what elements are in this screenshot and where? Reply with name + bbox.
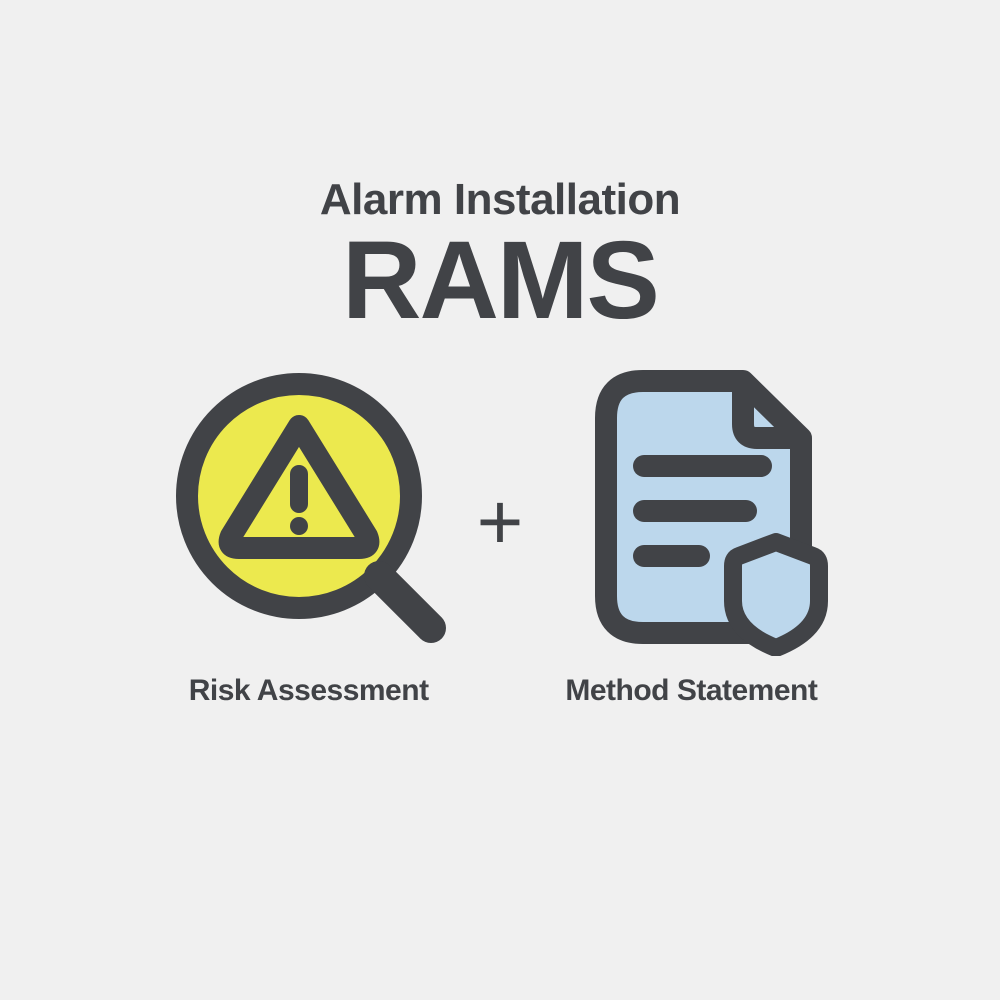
plus-icon: + (469, 476, 532, 568)
subtitle-text: Alarm Installation (320, 175, 680, 225)
document-shield-icon (551, 366, 831, 656)
icons-row: Risk Assessment + Method Statement (169, 366, 832, 708)
method-statement-label: Method Statement (565, 674, 817, 708)
magnifier-warning-icon (169, 366, 449, 656)
risk-assessment-label: Risk Assessment (189, 674, 429, 708)
method-statement-box: Method Statement (551, 366, 831, 708)
title-text: RAMS (342, 220, 658, 341)
risk-assessment-box: Risk Assessment (169, 366, 449, 708)
